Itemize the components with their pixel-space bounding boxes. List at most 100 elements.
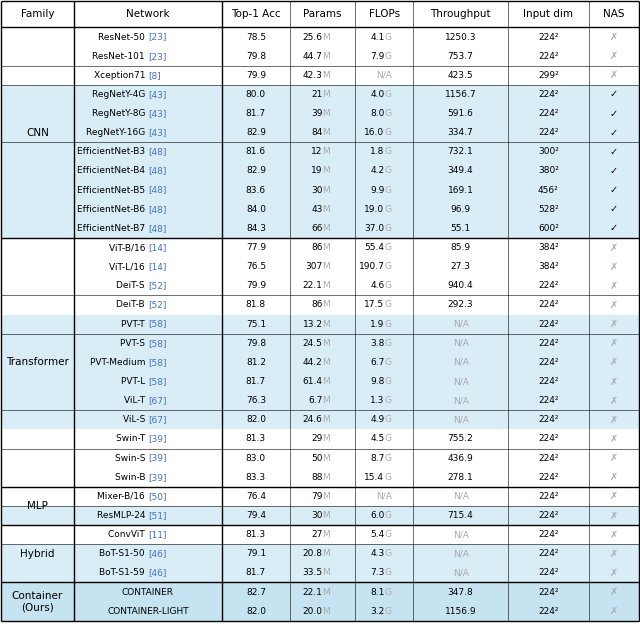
Text: M: M [323,224,330,233]
Text: 436.9: 436.9 [448,454,474,463]
Text: 300²: 300² [538,147,559,156]
Text: 423.5: 423.5 [448,71,474,80]
Bar [1,563,639,582]
Bar [1,391,639,410]
Text: [11]: [11] [148,530,166,539]
Text: 299²: 299² [538,71,559,80]
Text: ✗: ✗ [610,587,618,597]
Text: 43: 43 [311,205,323,214]
Text: M: M [323,358,330,367]
Text: 224²: 224² [538,568,559,577]
Text: 307: 307 [305,262,323,271]
Text: G: G [385,339,392,348]
Text: M: M [323,90,330,99]
Text: PVT-Medium: PVT-Medium [90,358,148,367]
Text: 8.7: 8.7 [370,454,385,463]
Text: M: M [323,205,330,214]
Text: ResNet-101: ResNet-101 [92,52,148,61]
Text: 224²: 224² [538,530,559,539]
Text: 6.7: 6.7 [308,396,323,405]
Text: 86: 86 [311,243,323,252]
Text: MLP: MLP [27,501,48,511]
Text: 224²: 224² [538,281,559,290]
Text: 75.1: 75.1 [246,320,266,329]
Text: DeiT-S: DeiT-S [116,281,148,290]
Bar [1,161,639,181]
Text: 4.3: 4.3 [370,549,385,558]
Text: 82.9: 82.9 [246,167,266,175]
Text: 224²: 224² [538,339,559,348]
Text: G: G [385,358,392,367]
Text: G: G [385,568,392,577]
Text: 82.7: 82.7 [246,588,266,597]
Text: 77.9: 77.9 [246,243,266,252]
Text: [50]: [50] [148,492,166,501]
Text: 84.0: 84.0 [246,205,266,214]
Text: G: G [385,473,392,482]
Text: RegNetY-8G: RegNetY-8G [92,109,148,118]
Text: 1.8: 1.8 [370,147,385,156]
Bar [1,104,639,123]
Text: [39]: [39] [148,473,166,482]
Text: N/A: N/A [452,396,468,405]
Text: M: M [323,109,330,118]
Text: 224²: 224² [538,128,559,137]
Text: 83.3: 83.3 [246,473,266,482]
Text: 224²: 224² [538,90,559,99]
Text: ✗: ✗ [610,376,618,387]
Text: 224²: 224² [538,588,559,597]
Text: 27.3: 27.3 [451,262,470,271]
Text: M: M [323,52,330,61]
Text: 15.4: 15.4 [364,473,385,482]
Text: ✗: ✗ [610,491,618,501]
Text: ✗: ✗ [610,549,618,559]
Text: ✓: ✓ [610,108,618,119]
Text: M: M [323,320,330,329]
Bar [1,468,639,487]
Text: 61.4: 61.4 [303,377,323,386]
Text: ✗: ✗ [610,51,618,61]
Text: G: G [385,511,392,520]
Text: M: M [323,186,330,195]
Text: G: G [385,243,392,252]
Text: 3.8: 3.8 [370,339,385,348]
Text: ✗: ✗ [610,568,618,578]
Text: ✓: ✓ [610,166,618,176]
Text: N/A: N/A [452,415,468,424]
Text: 50: 50 [311,454,323,463]
Text: 384²: 384² [538,243,559,252]
Text: EfficientNet-B4: EfficientNet-B4 [77,167,148,175]
Text: ✗: ✗ [610,300,618,310]
Text: ✗: ✗ [610,415,618,425]
Text: 12: 12 [311,147,323,156]
Text: M: M [323,128,330,137]
Bar [1,257,639,276]
Text: G: G [385,128,392,137]
Text: M: M [323,281,330,290]
Text: NAS: NAS [603,9,625,19]
Text: M: M [323,377,330,386]
Text: ✗: ✗ [610,281,618,291]
Text: 278.1: 278.1 [448,473,474,482]
Bar [1,85,639,104]
Text: Mixer-B/16: Mixer-B/16 [97,492,148,501]
Text: ✓: ✓ [610,128,618,138]
Text: 334.7: 334.7 [448,128,474,137]
Text: 9.8: 9.8 [370,377,385,386]
Text: [14]: [14] [148,262,166,271]
Text: N/A: N/A [452,530,468,539]
Text: 84: 84 [311,128,323,137]
Text: Hybrid: Hybrid [20,549,54,559]
Text: 224²: 224² [538,109,559,118]
Text: BoT-S1-59: BoT-S1-59 [99,568,148,577]
Text: Swin-T: Swin-T [116,434,148,443]
Text: 86: 86 [311,300,323,309]
Text: EfficientNet-B5: EfficientNet-B5 [77,186,148,195]
Text: N/A: N/A [376,71,392,80]
Text: Top-1 Acc: Top-1 Acc [231,9,281,19]
Text: ✓: ✓ [610,89,618,100]
Text: N/A: N/A [452,358,468,367]
Text: ConvViT: ConvViT [108,530,148,539]
Text: 29: 29 [311,434,323,443]
Text: FLOPs: FLOPs [369,9,400,19]
